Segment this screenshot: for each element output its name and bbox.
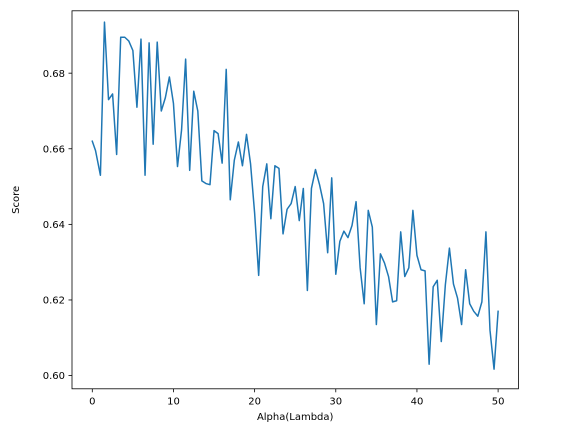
x-tick-label: 10: [167, 396, 180, 407]
x-tick-label: 50: [492, 396, 505, 407]
axes: 0 10 20 30 40 50 0.60 0.62 0.64 0.66 0.68: [43, 10, 519, 407]
x-tick-label: 40: [411, 396, 424, 407]
y-axis-label: Score: [11, 186, 22, 214]
y-tick-label: 0.64: [43, 220, 65, 231]
plot-area: [91, 21, 499, 370]
y-tick-label: 0.62: [43, 296, 65, 307]
x-tick-label: 20: [248, 396, 261, 407]
axes-frame: [71, 10, 519, 390]
x-tick-label: 30: [329, 396, 342, 407]
y-tick-label: 0.68: [43, 69, 65, 80]
y-tick-label: 0.66: [43, 144, 65, 155]
x-tick-label: 0: [89, 396, 95, 407]
y-tick-label: 0.60: [43, 371, 65, 382]
x-axis-label: Alpha(Lambda): [257, 412, 334, 423]
series-line-0: [91, 21, 499, 370]
